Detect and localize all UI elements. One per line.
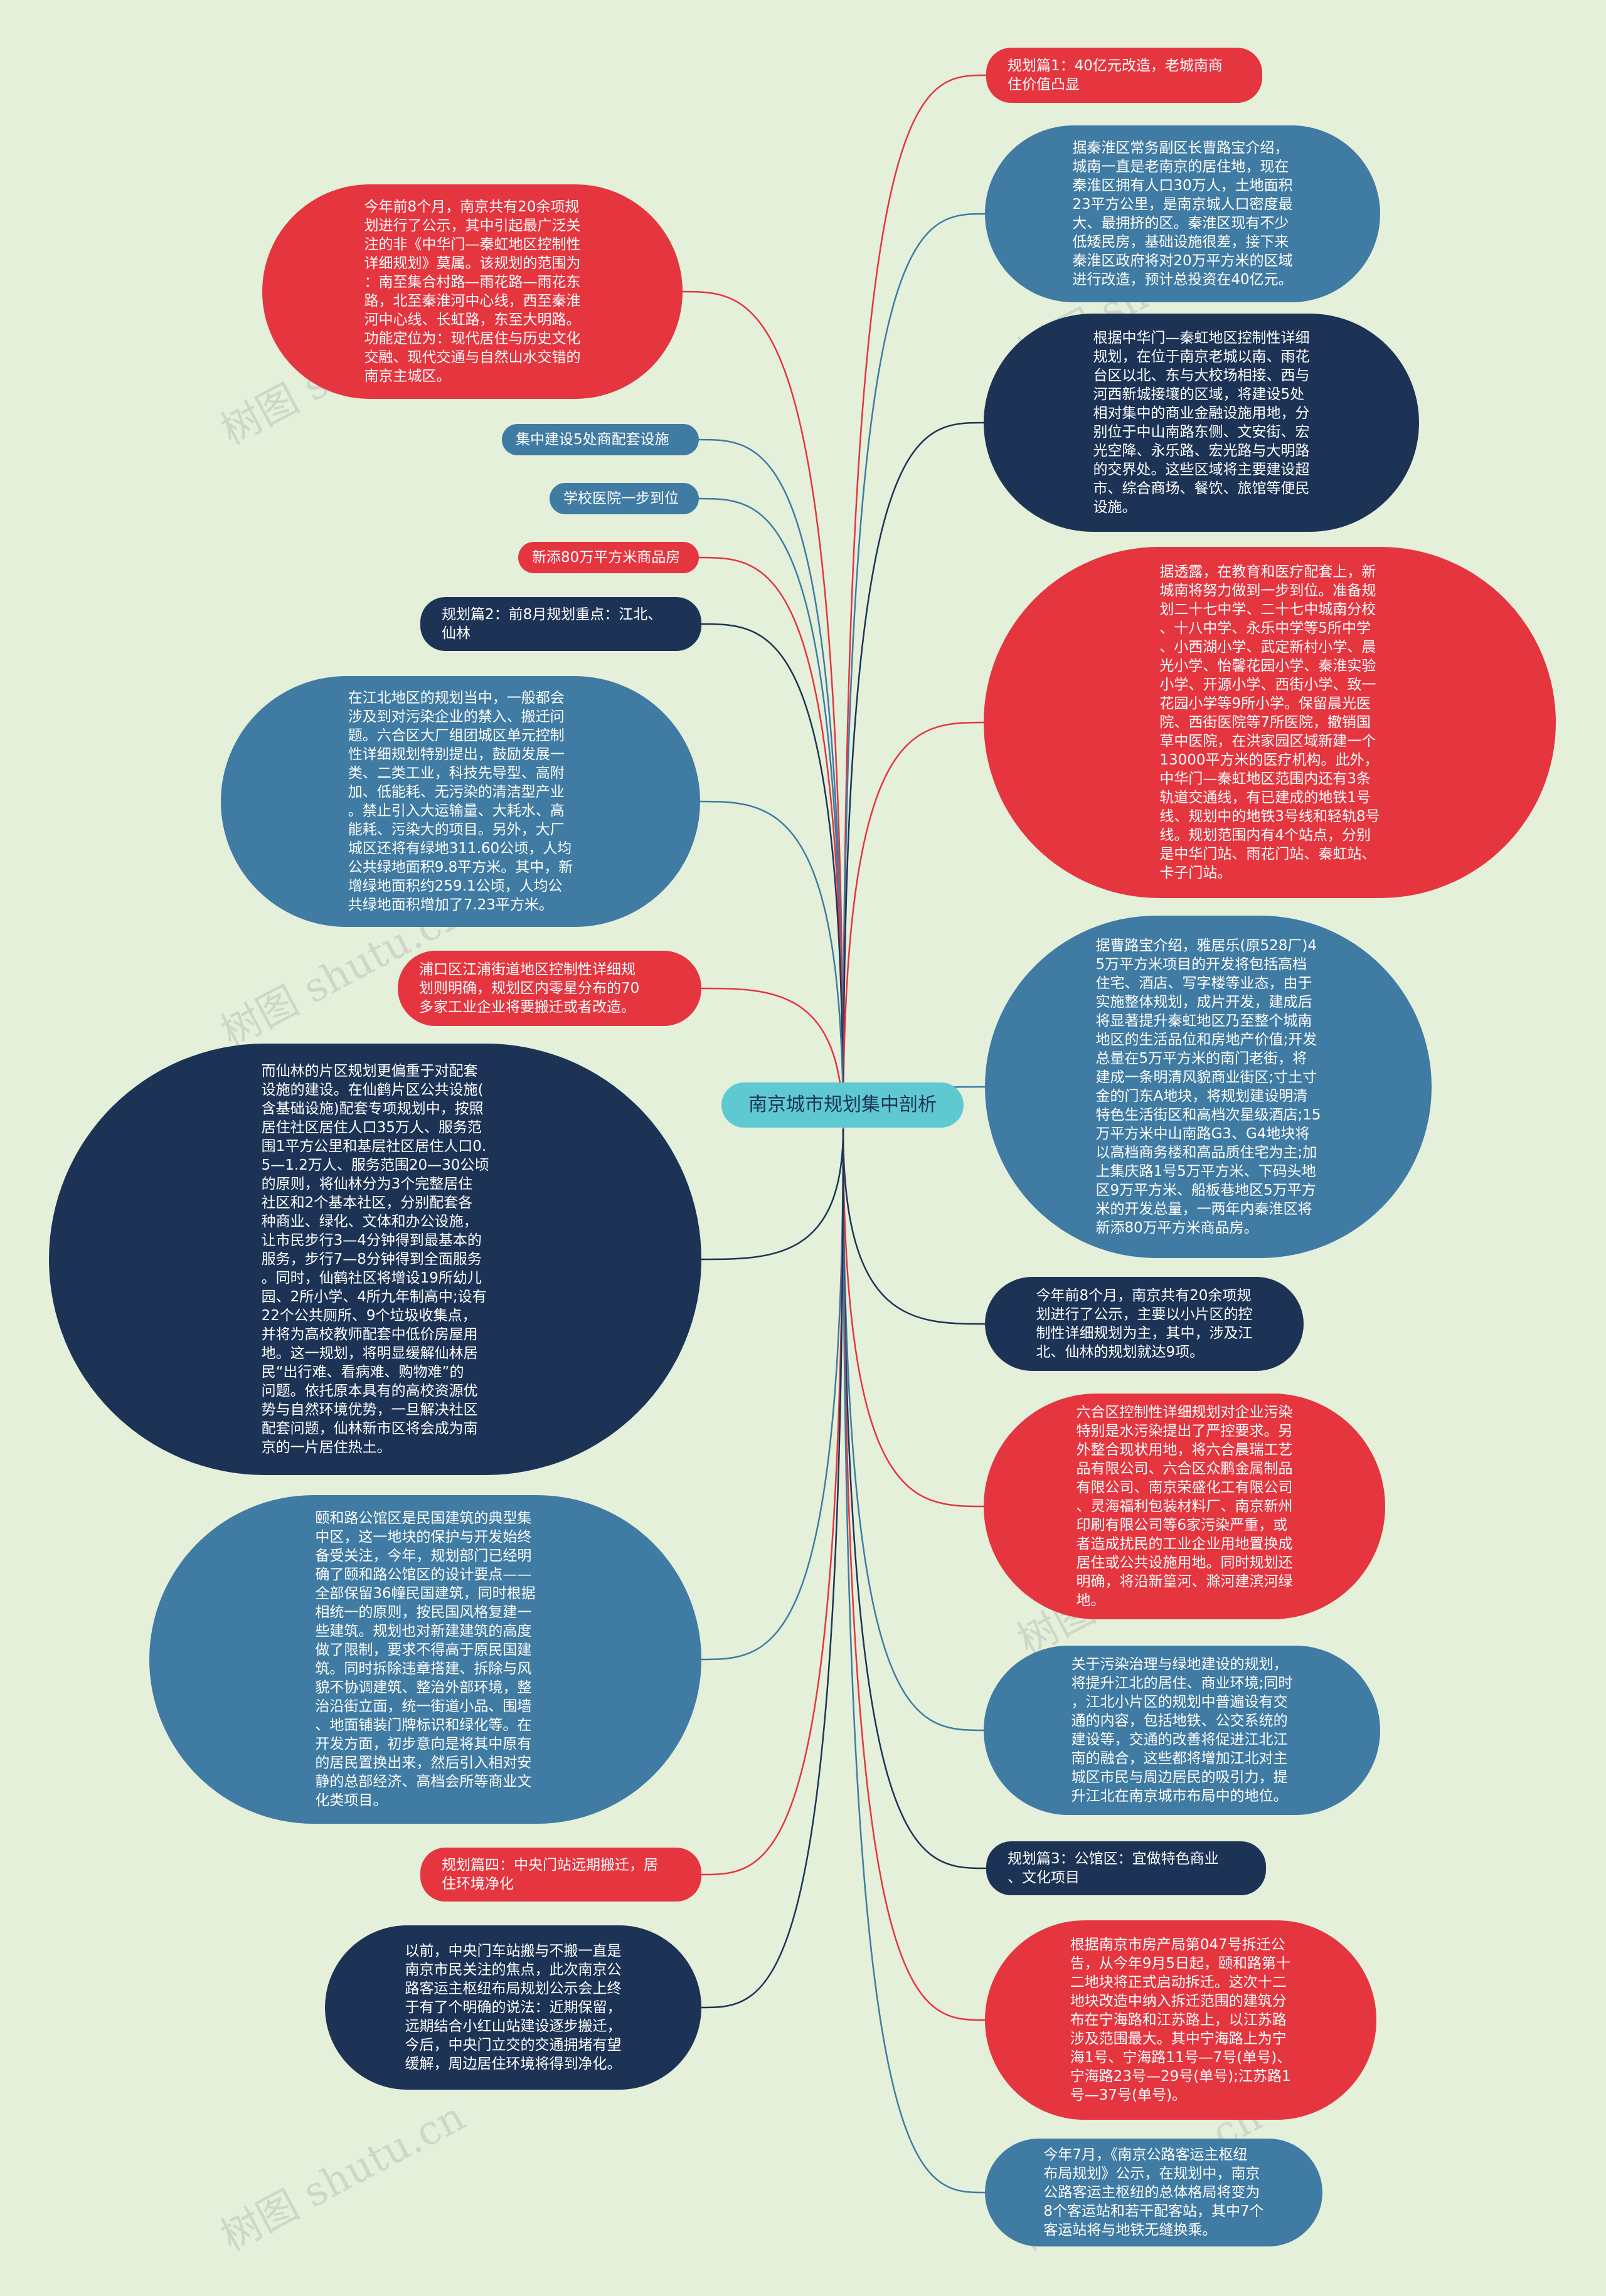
topic-node-xianlin-facilities[interactable]: 而仙林的片区规划更偏重于对配套 设施的建设。在仙鹤片区公共设施( 含基础设施)配…	[49, 1044, 701, 1475]
connector-line-n15	[698, 556, 844, 1129]
connector-line-n13	[698, 438, 844, 1129]
connector-line-n02	[842, 213, 986, 1129]
connector-line-n08	[842, 1128, 984, 1732]
topic-node-yihe-road-demolition[interactable]: 根据南京市房产局第047号拆迁公 告，从今年9月5日起，颐和路第十 二地块将正式…	[985, 1920, 1376, 2120]
topic-node-yihe-road-design[interactable]: 颐和路公馆区是民国建筑的典型集 中区，这一地块的保护与开发始终 备受关注，今年，…	[149, 1495, 701, 1824]
topic-node-five-commercial-sites[interactable]: 集中建设5处商配套设施	[502, 424, 699, 455]
topic-node-schools-hospitals[interactable]: 据透露，在教育和医疗配套上，新 城南将努力做到一步到位。准备规 划二十七中学、二…	[984, 547, 1556, 898]
topic-node-zhongyangmen-station[interactable]: 以前，中央门车站搬与不搬一直是 南京市民关注的焦点，此次南京公 路客运主枢纽布局…	[325, 1925, 701, 2090]
connector-line-n21	[701, 1128, 844, 1876]
connector-line-n04	[842, 721, 984, 1129]
topic-node-zhonghuamen-plan[interactable]: 今年前8个月，南京共有20余项规 划进行了公示，其中引起最广泛关 注的非《中华门…	[262, 184, 683, 399]
topic-node-commercial-facilities[interactable]: 根据中华门—秦虹地区控制性详细 规划，在位于南京老城以南、雨花 台区以北、东与大…	[984, 314, 1419, 532]
connector-line-n20	[701, 1128, 844, 1661]
topic-node-luhe-industry[interactable]: 在江北地区的规划当中，一般都会 涉及到对污染企业的禁入、搬迁问 题。六合区大厂组…	[221, 676, 700, 927]
topic-node-plan-1-title[interactable]: 规划篇1：40亿元改造，老城南商 住价值凸显	[986, 48, 1262, 103]
connector-line-n11	[842, 1128, 986, 2194]
connector-line-n19	[701, 1128, 844, 1261]
topic-node-pukou-relocation[interactable]: 浦口区江浦街道地区控制性详细规 划则明确，规划区内零星分布的70 多家工业企业将…	[398, 951, 701, 1026]
topic-node-commercial-housing[interactable]: 据曹路宝介绍，雅居乐(原528厂)4 5万平方米项目的开发将包括高档 住宅、酒店…	[985, 916, 1432, 1258]
topic-node-schools-in-place[interactable]: 学校医院一步到位	[550, 483, 699, 514]
connector-line-n06	[842, 1128, 986, 1325]
connector-line-n07	[842, 1128, 984, 1508]
topic-node-new-housing[interactable]: 新添80万平方米商品房	[518, 542, 699, 573]
connector-line-n09	[842, 1128, 987, 1870]
connector-line-n10	[842, 1128, 986, 2021]
topic-node-plan-4-title[interactable]: 规划篇四：中央门站远期搬迁，居 住环境净化	[420, 1848, 701, 1902]
topic-node-luhe-pollution[interactable]: 六合区控制性详细规划对企业污染 特别是水污染提出了严控要求。另 外整合现状用地，…	[984, 1394, 1385, 1619]
topic-node-plan-2-title[interactable]: 规划篇2：前8月规划重点：江北、 仙林	[420, 597, 701, 651]
connector-line-n18	[701, 987, 844, 1129]
topic-node-plan-3-title[interactable]: 规划篇3：公馆区：宜做特色商业 、文化项目	[986, 1841, 1266, 1895]
connector-line-n16	[701, 623, 844, 1129]
topic-node-jiangbei-xianlin-plans[interactable]: 今年前8个月，南京共有20余项规 划进行了公示，主要以小片区的控 制性详细规划为…	[985, 1277, 1304, 1371]
connector-line-n22	[701, 1128, 844, 2009]
topic-node-qinhuai-renovation[interactable]: 据秦淮区常务副区长曹路宝介绍， 城南一直是老南京的居住地，现在 秦淮区拥有人口3…	[985, 125, 1380, 302]
central-topic[interactable]: 南京城市规划集中剖析	[721, 1082, 964, 1128]
topic-node-jiangbei-greenland[interactable]: 关于污染治理与绿地建设的规划， 将提升江北的居住、商业环境;同时 ，江北小片区的…	[984, 1646, 1380, 1815]
topic-node-passenger-hub[interactable]: 今年7月，《南京公路客运主枢纽 布局规划》公示，在规划中，南京 公路客运主枢纽的…	[985, 2139, 1322, 2246]
connector-line-n14	[698, 497, 844, 1129]
connector-line-n01	[842, 74, 987, 1129]
connector-line-n03	[842, 421, 984, 1129]
connector-line-n12	[682, 290, 844, 1129]
central-topic-label: 南京城市规划集中剖析	[748, 1094, 937, 1116]
connector-line-n17	[699, 800, 844, 1129]
